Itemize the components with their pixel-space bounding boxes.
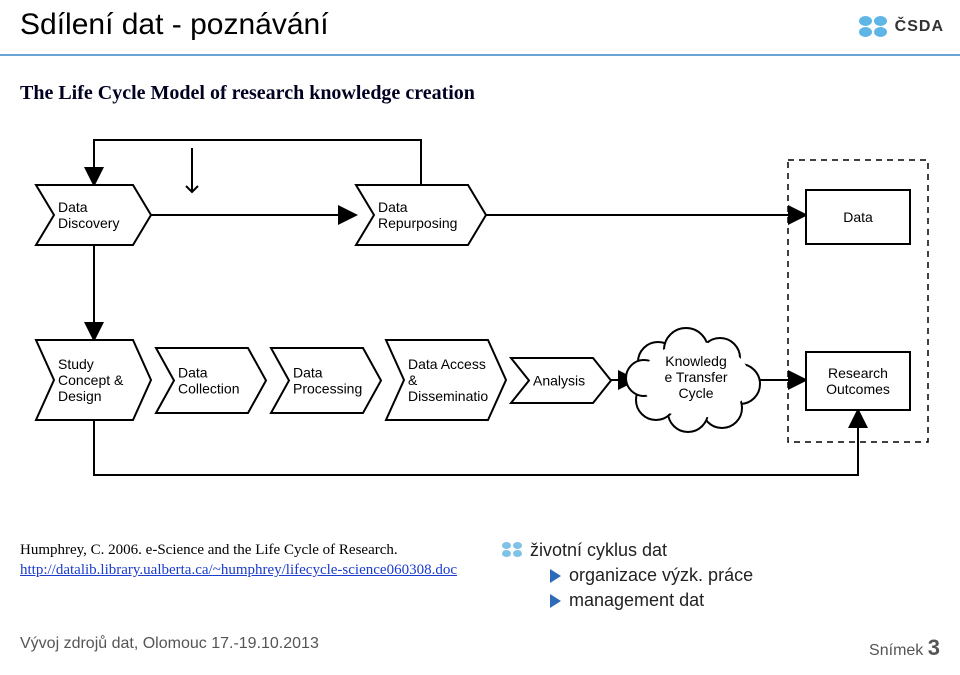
diagram-title: The Life Cycle Model of research knowled… bbox=[20, 82, 475, 105]
svg-text:Data: Data bbox=[293, 365, 323, 381]
svg-text:Data: Data bbox=[378, 199, 408, 215]
svg-text:Concept &: Concept & bbox=[58, 372, 124, 388]
svg-text:e Transfer: e Transfer bbox=[664, 369, 727, 385]
lifecycle-diagram: DataDiscoveryDataRepurposingStudyConcept… bbox=[16, 130, 936, 510]
svg-text:Design: Design bbox=[58, 388, 102, 404]
citation-link[interactable]: http://datalib.library.ualberta.ca/~hump… bbox=[20, 562, 457, 578]
slide-number: Snímek 3 bbox=[869, 635, 940, 661]
bullet-icon bbox=[502, 542, 524, 558]
bullet-label: organizace výzk. práce bbox=[569, 565, 753, 586]
svg-text:Data: Data bbox=[58, 199, 88, 215]
svg-text:Cycle: Cycle bbox=[678, 385, 713, 401]
header-divider bbox=[0, 54, 960, 56]
svg-text:&: & bbox=[408, 372, 418, 388]
svg-text:Discovery: Discovery bbox=[58, 215, 119, 231]
citation-text: Humphrey, C. 2006. e-Science and the Lif… bbox=[20, 540, 457, 560]
bullet-item: management dat bbox=[550, 590, 753, 611]
logo-icon bbox=[859, 16, 889, 38]
bullet-block: životní cyklus dat organizace výzk. prác… bbox=[530, 540, 753, 611]
svg-text:Collection: Collection bbox=[178, 381, 239, 397]
svg-text:Study: Study bbox=[58, 356, 94, 372]
svg-text:Analysis: Analysis bbox=[533, 373, 585, 389]
bullet-heading: životní cyklus dat bbox=[530, 540, 753, 561]
footer-left: Vývoj zdrojů dat, Olomouc 17.-19.10.2013 bbox=[20, 635, 319, 661]
logo: ČSDA bbox=[859, 16, 944, 38]
slide-label: Snímek bbox=[869, 642, 923, 659]
svg-text:Data: Data bbox=[843, 209, 873, 225]
citation: Humphrey, C. 2006. e-Science and the Lif… bbox=[20, 540, 457, 581]
svg-text:Disseminatio: Disseminatio bbox=[408, 388, 488, 404]
logo-text: ČSDA bbox=[895, 18, 944, 36]
slide-page: 3 bbox=[928, 635, 940, 660]
svg-text:Data: Data bbox=[178, 365, 208, 381]
footer: Vývoj zdrojů dat, Olomouc 17.-19.10.2013… bbox=[20, 635, 940, 661]
page-title: Sdílení dat - poznávání bbox=[20, 8, 329, 42]
svg-text:Processing: Processing bbox=[293, 381, 362, 397]
bullet-item: organizace výzk. práce bbox=[550, 565, 753, 586]
svg-text:Repurposing: Repurposing bbox=[378, 215, 457, 231]
svg-text:Data Access: Data Access bbox=[408, 356, 486, 372]
svg-text:Outcomes: Outcomes bbox=[826, 381, 890, 397]
bullet-label: management dat bbox=[569, 590, 704, 611]
svg-text:Knowledg: Knowledg bbox=[665, 353, 727, 369]
triangle-icon bbox=[550, 569, 561, 583]
triangle-icon bbox=[550, 594, 561, 608]
svg-text:Research: Research bbox=[828, 365, 888, 381]
